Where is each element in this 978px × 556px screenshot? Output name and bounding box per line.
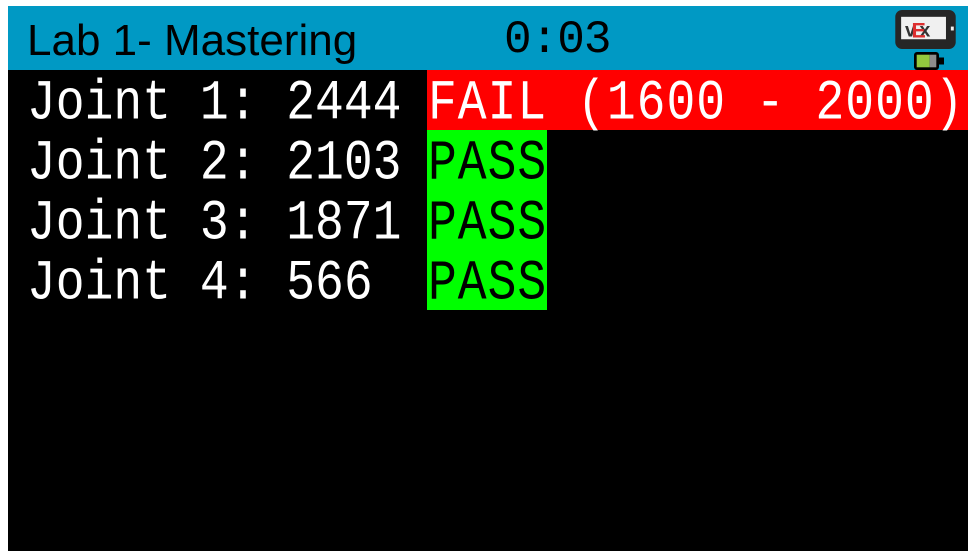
svg-text:E: E [912, 18, 926, 42]
